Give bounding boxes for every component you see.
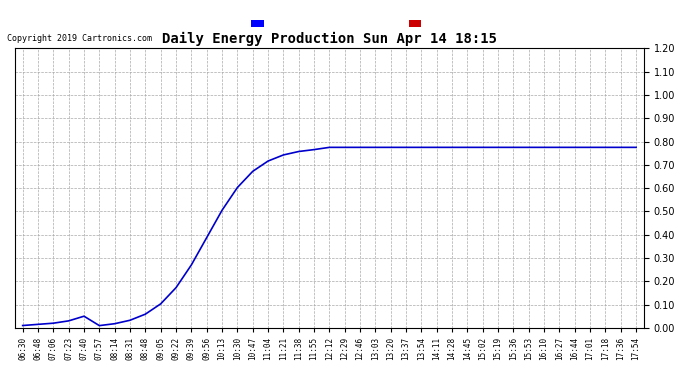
- Text: Copyright 2019 Cartronics.com: Copyright 2019 Cartronics.com: [7, 34, 152, 43]
- Title: Daily Energy Production Sun Apr 14 18:15: Daily Energy Production Sun Apr 14 18:15: [162, 32, 497, 46]
- Legend: Power Produced OffPeak (kWh), Power Produced OnPeak (kWh): Power Produced OffPeak (kWh), Power Prod…: [248, 16, 562, 32]
